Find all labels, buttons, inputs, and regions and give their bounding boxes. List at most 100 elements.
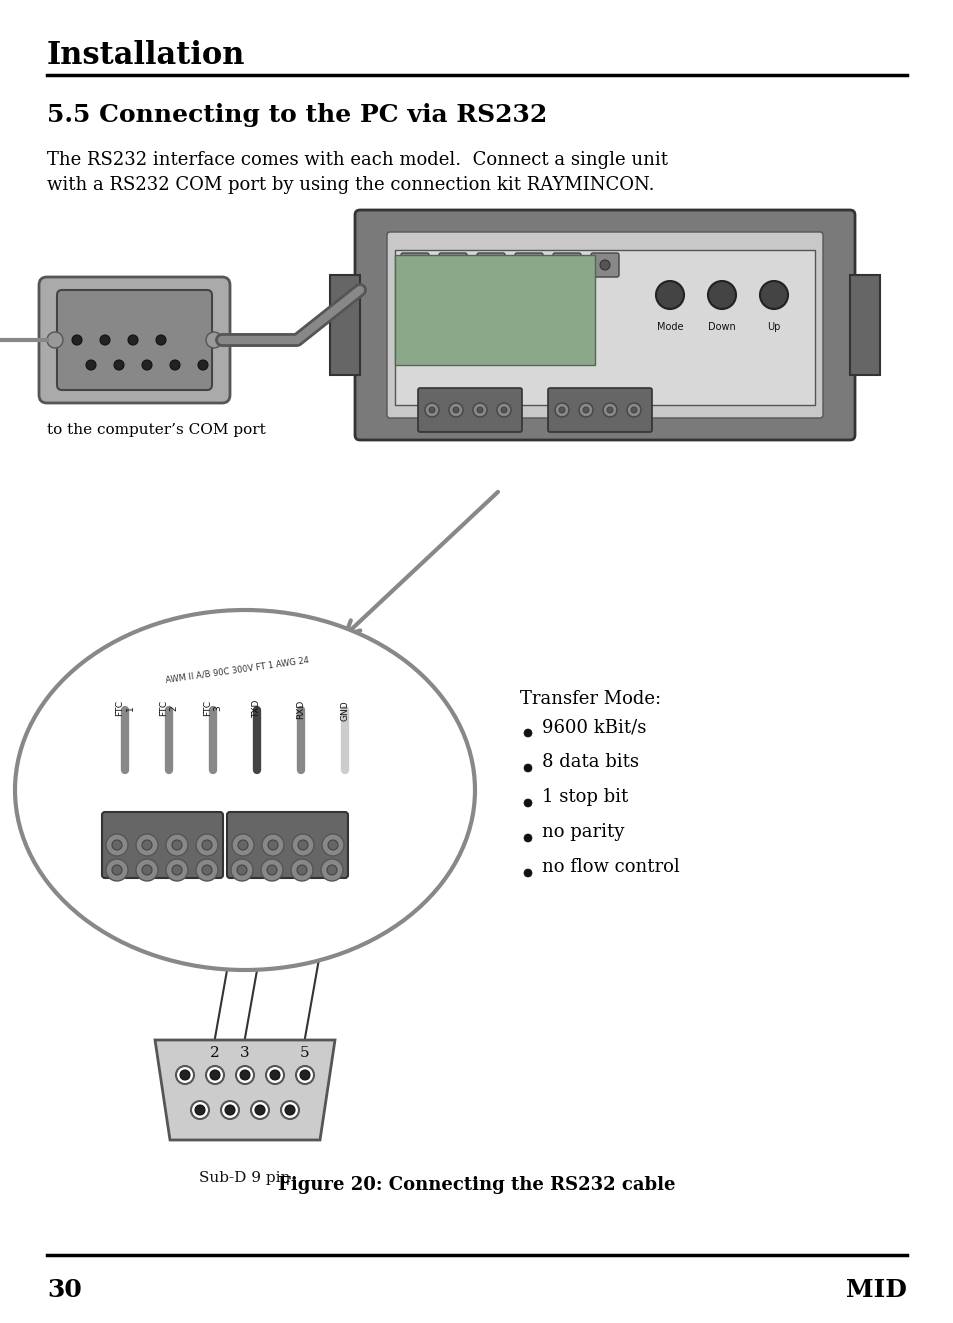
- Circle shape: [523, 799, 532, 807]
- Circle shape: [235, 1066, 253, 1084]
- Circle shape: [523, 261, 534, 270]
- Circle shape: [86, 360, 96, 370]
- Circle shape: [266, 1066, 284, 1084]
- Circle shape: [561, 261, 572, 270]
- Circle shape: [473, 404, 486, 417]
- Circle shape: [449, 404, 462, 417]
- FancyBboxPatch shape: [57, 290, 212, 390]
- Circle shape: [328, 840, 337, 849]
- Circle shape: [297, 840, 308, 849]
- Circle shape: [194, 1105, 205, 1115]
- Circle shape: [206, 332, 222, 348]
- Circle shape: [170, 360, 180, 370]
- Circle shape: [602, 404, 617, 417]
- Circle shape: [112, 865, 122, 875]
- Text: 30: 30: [47, 1278, 82, 1302]
- Circle shape: [254, 1105, 265, 1115]
- Circle shape: [225, 1105, 234, 1115]
- Bar: [395, 250, 814, 405]
- Circle shape: [599, 261, 609, 270]
- FancyBboxPatch shape: [227, 812, 348, 878]
- Circle shape: [582, 407, 588, 413]
- Text: MID: MID: [845, 1278, 906, 1302]
- Text: no parity: no parity: [541, 823, 623, 841]
- Circle shape: [291, 859, 313, 881]
- Text: 2: 2: [210, 1046, 219, 1060]
- Bar: [849, 275, 879, 374]
- Circle shape: [322, 833, 344, 856]
- Circle shape: [281, 1101, 298, 1119]
- Circle shape: [578, 404, 593, 417]
- Circle shape: [71, 335, 82, 345]
- Circle shape: [172, 840, 182, 849]
- Circle shape: [232, 833, 253, 856]
- Bar: [330, 275, 359, 374]
- Circle shape: [251, 1101, 269, 1119]
- Text: Installation: Installation: [47, 40, 245, 70]
- Circle shape: [606, 407, 613, 413]
- Text: 3: 3: [240, 1046, 250, 1060]
- Circle shape: [156, 335, 166, 345]
- Text: Mode: Mode: [656, 321, 682, 332]
- Circle shape: [295, 1066, 314, 1084]
- Circle shape: [453, 407, 458, 413]
- Circle shape: [760, 280, 787, 310]
- Circle shape: [555, 404, 568, 417]
- Text: 8 data bits: 8 data bits: [541, 753, 639, 771]
- Circle shape: [172, 865, 182, 875]
- Circle shape: [113, 360, 124, 370]
- Circle shape: [424, 404, 438, 417]
- Circle shape: [267, 865, 276, 875]
- Text: The RS232 interface comes with each model.  Connect a single unit: The RS232 interface comes with each mode…: [47, 151, 667, 169]
- Text: AWM II A/B 90C 300V FT 1 AWG 24: AWM II A/B 90C 300V FT 1 AWG 24: [165, 655, 310, 684]
- FancyBboxPatch shape: [438, 253, 467, 277]
- FancyBboxPatch shape: [102, 812, 223, 878]
- Circle shape: [320, 859, 343, 881]
- Circle shape: [240, 1070, 250, 1080]
- Circle shape: [221, 1101, 239, 1119]
- Text: Sub-D 9 pin: Sub-D 9 pin: [199, 1171, 291, 1185]
- Text: FTC
2: FTC 2: [159, 700, 178, 716]
- Circle shape: [136, 859, 158, 881]
- Circle shape: [195, 833, 218, 856]
- Circle shape: [237, 840, 248, 849]
- Circle shape: [112, 840, 122, 849]
- Circle shape: [630, 407, 637, 413]
- Text: 5.5 Connecting to the PC via RS232: 5.5 Connecting to the PC via RS232: [47, 103, 547, 127]
- Polygon shape: [154, 1040, 335, 1140]
- Circle shape: [296, 865, 307, 875]
- Circle shape: [175, 1066, 193, 1084]
- Circle shape: [210, 1070, 220, 1080]
- Circle shape: [262, 833, 284, 856]
- Circle shape: [523, 869, 532, 877]
- FancyBboxPatch shape: [355, 210, 854, 441]
- FancyBboxPatch shape: [547, 388, 651, 433]
- Circle shape: [142, 840, 152, 849]
- Text: to the computer’s COM port: to the computer’s COM port: [47, 423, 266, 437]
- Text: 1 stop bit: 1 stop bit: [541, 789, 628, 806]
- Circle shape: [142, 360, 152, 370]
- FancyBboxPatch shape: [400, 253, 429, 277]
- Circle shape: [47, 332, 63, 348]
- Circle shape: [106, 859, 128, 881]
- Circle shape: [261, 859, 283, 881]
- Text: no flow control: no flow control: [541, 859, 679, 876]
- Circle shape: [202, 840, 212, 849]
- FancyBboxPatch shape: [590, 253, 618, 277]
- Text: FTC
1: FTC 1: [115, 700, 134, 716]
- Circle shape: [500, 407, 506, 413]
- Circle shape: [656, 280, 683, 310]
- Bar: [395, 255, 595, 365]
- Circle shape: [292, 833, 314, 856]
- Circle shape: [166, 833, 188, 856]
- Text: with a RS232 COM port by using the connection kit RAYMINCON.: with a RS232 COM port by using the conne…: [47, 176, 654, 194]
- Circle shape: [558, 407, 564, 413]
- FancyBboxPatch shape: [515, 253, 542, 277]
- Circle shape: [476, 407, 482, 413]
- Circle shape: [268, 840, 277, 849]
- Circle shape: [166, 859, 188, 881]
- Circle shape: [523, 763, 532, 773]
- Circle shape: [100, 335, 110, 345]
- Circle shape: [626, 404, 640, 417]
- Circle shape: [206, 1066, 224, 1084]
